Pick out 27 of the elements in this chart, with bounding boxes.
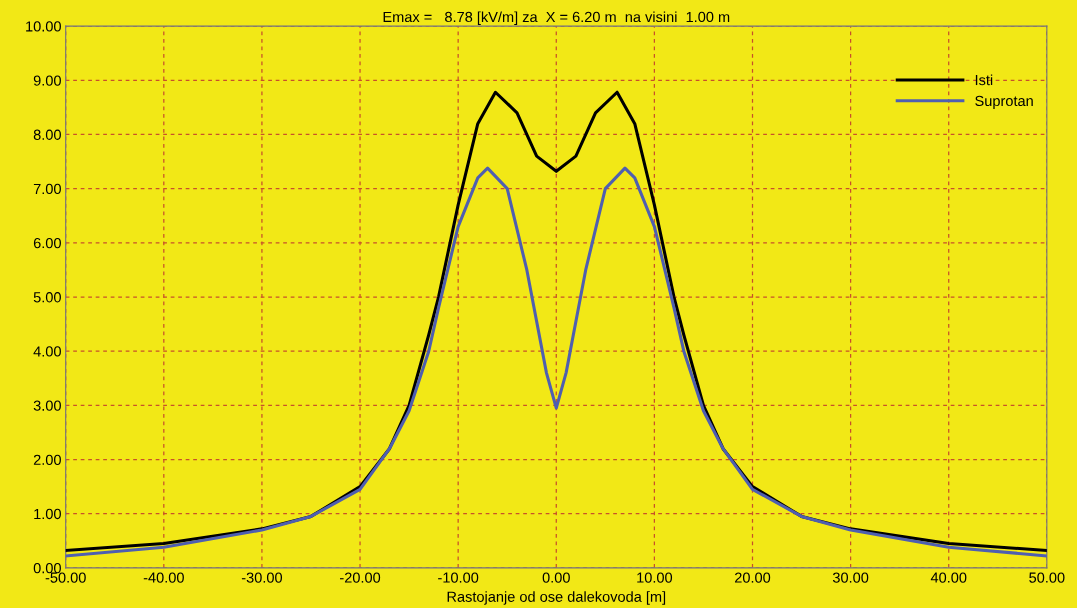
x-tick-label: 40.00 — [930, 572, 967, 583]
x-axis-title: Rastojanje od ose dalekovoda [m] — [447, 591, 666, 605]
x-tick-label: -30.00 — [241, 572, 283, 583]
y-tick-label: 4.00 — [33, 346, 61, 357]
y-tick-label: 8.00 — [33, 129, 61, 140]
legend-label: Isti — [975, 74, 993, 86]
x-tick-label: -50.00 — [45, 572, 86, 583]
x-tick-label: 10.00 — [637, 572, 673, 583]
chart-title: Emax = 8.78 [kV/m] za X = 6.20 m na visini 1.00 m — [383, 11, 730, 25]
y-tick-label: 7.00 — [33, 183, 61, 195]
x-tick-label: 50.00 — [1029, 572, 1065, 583]
x-tick-label: -40.00 — [143, 572, 184, 583]
x-tick-label: 0.00 — [542, 572, 570, 583]
y-tick-label: 0.00 — [33, 562, 61, 574]
x-tick-label: -10.00 — [438, 572, 479, 583]
y-tick-label: 6.00 — [33, 237, 61, 249]
y-tick-label: 3.00 — [33, 400, 61, 411]
y-tick-label: 9.00 — [33, 75, 61, 86]
legend-label: Suprotan — [975, 95, 1033, 109]
y-tick-label: 5.00 — [33, 292, 61, 303]
y-tick-label: 2.00 — [33, 454, 61, 465]
y-tick-label: 1.00 — [34, 508, 61, 520]
x-tick-label: 20.00 — [734, 572, 771, 583]
x-tick-label: 30.00 — [832, 572, 869, 583]
y-tick-label: 10.00 — [26, 21, 61, 32]
line-series — [65, 166, 1047, 558]
x-tick-label: -20.00 — [340, 572, 381, 583]
